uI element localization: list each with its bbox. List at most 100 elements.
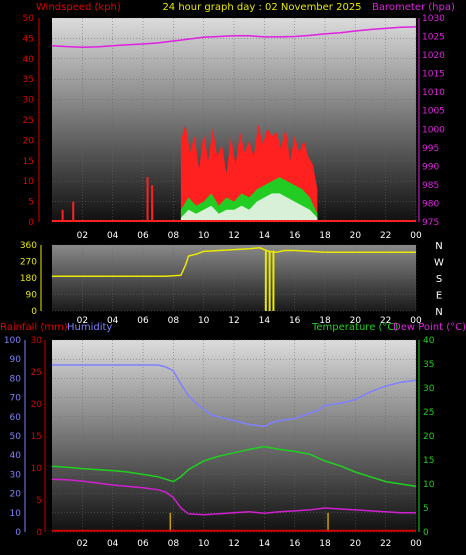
y-tick-label-wind: 5 xyxy=(28,198,34,208)
x-tick-label: 06 xyxy=(137,231,149,241)
y-tick-label-baro: 975 xyxy=(422,218,439,228)
y-tick-label-temp: 25 xyxy=(423,408,434,418)
y-tick-label-temp: 20 xyxy=(423,432,435,442)
x-tick-label: 00 xyxy=(410,539,422,549)
x-tick-label: 18 xyxy=(319,231,331,241)
dewpoint-axis-label: Dew Point (°C) xyxy=(393,322,466,333)
x-tick-label: 18 xyxy=(319,316,331,326)
y-tick-label-wind: 20 xyxy=(23,136,35,146)
y-tick-label-humidity: 80 xyxy=(10,374,22,384)
x-tick-label: 18 xyxy=(319,539,331,549)
x-tick-label: 20 xyxy=(350,231,362,241)
mean-wind-area xyxy=(180,193,318,222)
grid-lines xyxy=(52,17,417,533)
y-tick-label-humidity: 100 xyxy=(4,336,21,346)
y-tick-label-direction: 360 xyxy=(20,241,37,251)
baro-axis-label: Barometer (hpa) xyxy=(372,2,455,13)
x-tick-label: 12 xyxy=(228,316,239,326)
y-tick-label-temp: 0 xyxy=(423,528,429,538)
y-tick-label-direction: 180 xyxy=(20,274,37,284)
x-tick-label: 14 xyxy=(259,316,271,326)
y-tick-label-wind: 40 xyxy=(23,55,35,65)
y-tick-label-humidity: 50 xyxy=(10,432,22,442)
y-tick-label-wind: 50 xyxy=(23,14,35,24)
y-tick-label-temp: 35 xyxy=(423,360,434,370)
x-tick-label: 10 xyxy=(198,539,210,549)
y-tick-label-humidity: 0 xyxy=(15,528,21,538)
y-tick-label-baro: 1025 xyxy=(422,33,445,43)
x-tick-label: 04 xyxy=(107,539,119,549)
x-tick-label: 20 xyxy=(350,316,362,326)
y-tick-label-humidity: 60 xyxy=(10,413,22,423)
y-tick-label-temp: 15 xyxy=(423,456,434,466)
y-tick-label-rain: 5 xyxy=(36,496,42,506)
y-tick-label-rain: 10 xyxy=(31,464,43,474)
y-tick-label-baro: 1005 xyxy=(422,107,445,117)
x-tick-label: 06 xyxy=(137,316,149,326)
y-tick-label-humidity: 30 xyxy=(10,470,22,480)
x-tick-label: 20 xyxy=(350,539,362,549)
x-tick-label: 22 xyxy=(380,316,391,326)
y-tick-label-rain: 30 xyxy=(31,336,43,346)
y-tick-label-rain: 25 xyxy=(31,368,42,378)
x-tick-label: 08 xyxy=(168,316,180,326)
axes: 0510152025303540455097598098599099510001… xyxy=(4,14,445,549)
y-tick-label-wind: 35 xyxy=(23,75,34,85)
compass-label: N xyxy=(435,241,442,252)
x-tick-label: 16 xyxy=(289,539,301,549)
humidity-axis-label: Humidity xyxy=(67,322,112,333)
y-tick-label-rain: 20 xyxy=(31,400,43,410)
y-tick-label-baro: 1015 xyxy=(422,70,445,80)
x-tick-label: 14 xyxy=(259,231,271,241)
compass-label: N xyxy=(435,307,442,318)
x-tick-label: 12 xyxy=(228,231,239,241)
direction-line xyxy=(52,247,416,277)
y-tick-label-wind: 45 xyxy=(23,34,34,44)
compass-label: S xyxy=(436,274,442,285)
x-tick-label: 22 xyxy=(380,231,391,241)
x-tick-label: 08 xyxy=(168,539,180,549)
x-tick-label: 02 xyxy=(77,231,88,241)
y-tick-label-temp: 30 xyxy=(423,384,435,394)
chart-title: 24 hour graph day : 02 November 2025 xyxy=(162,2,361,13)
y-tick-label-wind: 0 xyxy=(28,218,34,228)
compass-label: E xyxy=(436,291,442,302)
y-tick-label-humidity: 10 xyxy=(10,509,22,519)
temp-axis-label: Temperature (°C) xyxy=(311,322,398,333)
rain-axis-label: Rainfall (mm) xyxy=(0,322,68,333)
x-tick-label: 12 xyxy=(228,539,239,549)
y-tick-label-rain: 15 xyxy=(31,432,42,442)
y-tick-label-direction: 270 xyxy=(20,258,37,268)
y-tick-label-humidity: 40 xyxy=(10,451,22,461)
x-tick-label: 06 xyxy=(137,539,149,549)
compass-label: W xyxy=(434,258,444,269)
y-tick-label-baro: 1020 xyxy=(422,51,445,61)
y-tick-label-baro: 980 xyxy=(422,199,439,209)
y-tick-label-temp: 10 xyxy=(423,480,435,490)
plot-area xyxy=(51,26,417,532)
temperature-line xyxy=(51,445,417,488)
y-tick-label-baro: 995 xyxy=(422,144,439,154)
y-tick-label-direction: 90 xyxy=(26,291,38,301)
wind-axis-label: Windspeed (kph) xyxy=(36,2,121,13)
y-tick-label-wind: 25 xyxy=(23,116,34,126)
x-tick-label: 16 xyxy=(289,231,301,241)
y-tick-label-temp: 40 xyxy=(423,336,435,346)
x-tick-label: 14 xyxy=(259,539,271,549)
y-tick-label-temp: 5 xyxy=(423,504,429,514)
y-tick-label-wind: 15 xyxy=(23,157,34,167)
y-tick-label-rain: 0 xyxy=(36,528,42,538)
humidity-line xyxy=(52,364,417,428)
x-tick-label: 02 xyxy=(77,539,88,549)
y-tick-label-humidity: 90 xyxy=(10,355,22,365)
y-tick-label-humidity: 20 xyxy=(10,490,22,500)
x-tick-label: 04 xyxy=(107,316,119,326)
x-tick-label: 08 xyxy=(168,231,180,241)
y-tick-label-baro: 1000 xyxy=(422,125,445,135)
y-tick-label-baro: 1030 xyxy=(422,14,445,24)
y-tick-label-wind: 10 xyxy=(23,177,35,187)
barometer-line xyxy=(51,26,417,49)
x-tick-label: 02 xyxy=(77,316,88,326)
x-tick-label: 22 xyxy=(380,539,391,549)
